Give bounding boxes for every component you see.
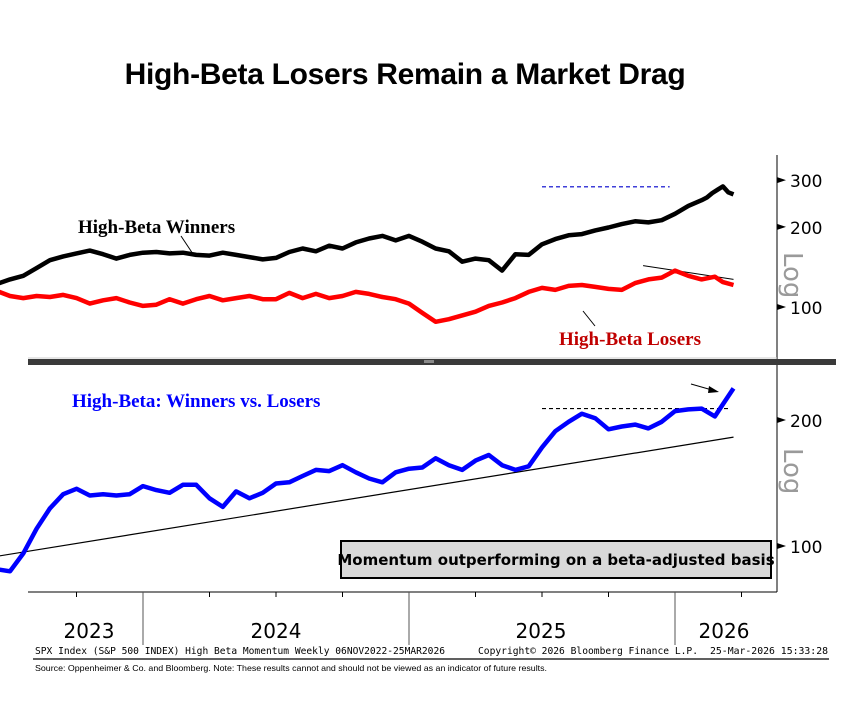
y-tick-label: 200 xyxy=(790,219,822,239)
x-year-label: 2026 xyxy=(699,619,750,643)
callout-box xyxy=(340,540,772,579)
series-line-high-beta-losers xyxy=(0,268,735,325)
y-tick-mark xyxy=(777,417,786,423)
x-year-label: 2024 xyxy=(251,619,302,643)
label-winners-vs-losers: High-Beta: Winners vs. Losers xyxy=(72,391,320,412)
y-axis-scale-label: Log xyxy=(777,252,807,298)
y-tick-mark xyxy=(777,177,786,184)
chart-title: High-Beta Losers Remain a Market Drag xyxy=(124,58,686,91)
callout-text: Momentum outperforming on a beta-adjuste… xyxy=(337,551,774,569)
label-high-beta-losers: High-Beta Losers xyxy=(559,329,701,350)
footer-source-note: Source: Oppenheimer & Co. and Bloomberg.… xyxy=(35,663,547,673)
footer-bloomberg-timestamp: 25-Mar-2026 15:33:28 xyxy=(710,646,828,657)
x-year-label: 2025 xyxy=(516,619,567,643)
label-leader-losers xyxy=(582,310,596,327)
label-high-beta-winners: High-Beta Winners xyxy=(78,217,235,238)
panel-divider-handle[interactable] xyxy=(424,360,434,363)
y-tick-mark xyxy=(777,304,786,310)
series-line-high-beta-winners xyxy=(0,184,735,286)
annotation-lines xyxy=(0,186,734,557)
y-axis-top: 300 200 100 Log xyxy=(777,172,822,319)
y-tick-marks-bottom xyxy=(777,417,786,549)
x-ticks xyxy=(76,592,742,597)
footer-bloomberg-ticker: SPX Index (S&P 500 INDEX) High Beta Mome… xyxy=(35,646,445,657)
y-tick-marks-top xyxy=(777,177,786,310)
y-tick-label: 100 xyxy=(790,538,822,558)
footer-bloomberg-copyright: Copyright© 2026 Bloomberg Finance L.P. xyxy=(478,646,698,657)
series-line-winners-vs-losers xyxy=(0,387,736,574)
support-trendline-ratio xyxy=(0,436,734,557)
y-tick-label: 300 xyxy=(790,172,822,192)
y-tick-label: 200 xyxy=(790,412,822,432)
y-tick-mark xyxy=(777,543,786,549)
y-tick-label: 100 xyxy=(790,299,822,319)
label-leader-winners xyxy=(180,235,194,255)
y-tick-mark xyxy=(777,223,786,230)
y-axis-scale-label: Log xyxy=(777,448,807,494)
y-axis-bottom: 200 100 Log xyxy=(777,412,822,558)
year-separators xyxy=(142,592,676,645)
arrow-head-icon xyxy=(708,386,719,393)
arrow-line xyxy=(690,383,713,391)
x-year-label: 2023 xyxy=(64,619,115,643)
